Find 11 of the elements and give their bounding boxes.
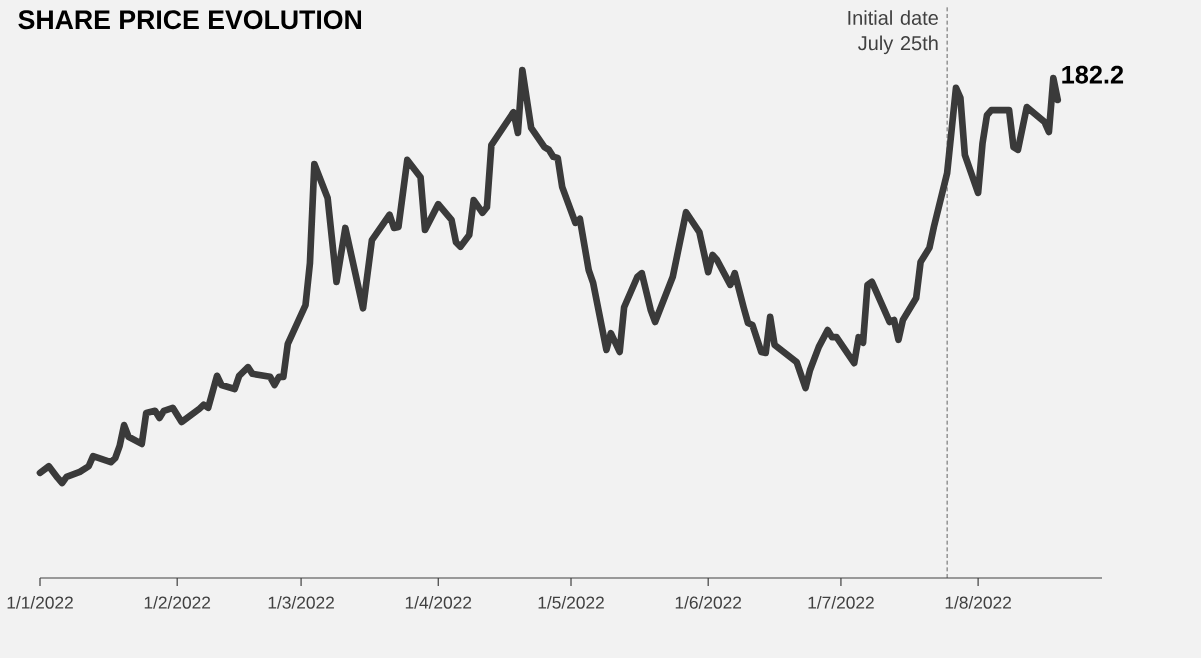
x-tick-label: 1/1/2022 — [7, 596, 73, 609]
x-tick-label: 1/6/2022 — [675, 596, 742, 609]
x-tick-label: 1/3/2022 — [268, 596, 334, 609]
ref-line-label: Initial date July 25th — [848, 10, 938, 55]
annotation: 182.2 — [1062, 65, 1124, 84]
x-tick-label: 1/5/2022 — [538, 596, 604, 609]
x-tick-label: 1/2/2022 — [144, 596, 211, 609]
x-tick-label: 1/4/2022 — [405, 596, 472, 609]
x-tick-label: 1/7/2022 — [808, 596, 874, 609]
chart-title: SHARE PRICE EVOLUTION — [18, 10, 362, 30]
x-tick-label: 1/8/2022 — [945, 596, 1011, 609]
